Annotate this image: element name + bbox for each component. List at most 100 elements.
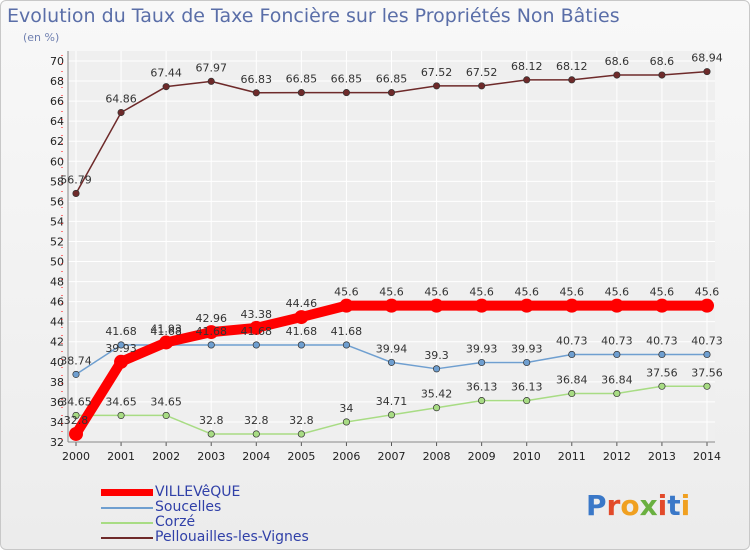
data-label-2: 32.8 — [244, 414, 269, 427]
data-label-1: 40.73 — [691, 334, 723, 347]
data-point-1 — [297, 341, 305, 349]
data-label-1: 40.73 — [556, 334, 588, 347]
x-tick-label: 2003 — [197, 450, 225, 463]
data-point-2 — [523, 397, 531, 405]
data-point-2 — [297, 430, 305, 438]
logo-letter: x — [639, 489, 658, 522]
y-tick-label: 52 — [50, 235, 64, 248]
y-tick-label: 32 — [50, 436, 64, 449]
legend-swatch-pellouailles — [101, 537, 153, 539]
y-tick-label: 36 — [50, 396, 64, 409]
data-label-1: 39.93 — [511, 342, 543, 355]
legend-swatch-corze — [101, 522, 153, 524]
data-point-0 — [114, 354, 129, 369]
data-label-2: 34.65 — [105, 395, 137, 408]
data-point-3 — [478, 82, 486, 90]
data-point-1 — [523, 358, 531, 367]
data-point-0 — [519, 298, 534, 313]
logo-letter: i — [657, 489, 668, 522]
data-label-1: 39.3 — [424, 349, 449, 362]
legend-swatch-villeveque — [101, 489, 153, 496]
x-tick-label: 2006 — [332, 450, 360, 463]
data-point-3 — [252, 89, 260, 97]
data-label-2: 34.71 — [376, 395, 408, 408]
data-label-2: 34.65 — [150, 395, 182, 408]
data-point-1 — [117, 341, 125, 349]
data-label-2: 36.84 — [556, 373, 588, 386]
data-label-2: 34.65 — [60, 395, 92, 408]
data-point-1 — [72, 370, 80, 378]
data-point-0 — [474, 298, 489, 313]
data-point-3 — [523, 76, 531, 84]
y-tick-label: 42 — [50, 336, 64, 349]
data-label-2: 36.84 — [601, 373, 633, 386]
data-point-2 — [613, 389, 621, 398]
proxiti-logo: Proxiti — [586, 489, 690, 522]
data-point-0 — [249, 320, 264, 335]
data-point-1 — [252, 341, 260, 349]
y-tick-label: 44 — [50, 316, 64, 329]
data-point-3 — [117, 108, 125, 117]
data-point-2 — [252, 430, 260, 438]
data-point-0 — [204, 325, 219, 340]
data-point-2 — [207, 430, 215, 438]
data-label-0: 45.6 — [560, 286, 585, 299]
data-label-3: 66.85 — [286, 73, 318, 86]
data-point-0 — [654, 298, 669, 313]
x-tick-label: 2009 — [468, 450, 496, 463]
data-point-2 — [433, 404, 441, 412]
data-point-0 — [384, 298, 399, 313]
data-point-1 — [478, 358, 486, 367]
data-point-0 — [159, 335, 174, 350]
data-point-1 — [658, 350, 666, 359]
x-tick-label: 2012 — [603, 450, 631, 463]
data-point-1 — [703, 350, 711, 359]
y-tick-label: 46 — [50, 296, 64, 309]
logo-letter: o — [620, 489, 640, 522]
data-label-3: 68.94 — [691, 52, 723, 65]
data-label-0: 45.6 — [334, 286, 359, 299]
data-point-3 — [613, 71, 621, 79]
data-point-0 — [429, 298, 444, 313]
data-label-3: 67.97 — [195, 61, 227, 74]
legend-label-villeveque: VILLEVêQUE — [155, 484, 241, 500]
data-point-2 — [387, 411, 396, 419]
data-label-0: 42.96 — [195, 312, 227, 325]
data-label-3: 67.52 — [421, 66, 453, 79]
data-label-1: 41.68 — [331, 325, 363, 338]
chart-title: Evolution du Taux de Taxe Foncière sur l… — [7, 5, 620, 27]
data-point-2 — [658, 382, 666, 390]
data-point-2 — [568, 389, 576, 398]
x-tick-label: 2008 — [423, 450, 451, 463]
data-point-0 — [700, 298, 714, 313]
legend-swatch-soucelles — [101, 507, 153, 509]
data-point-2 — [342, 418, 350, 426]
data-point-3 — [658, 71, 666, 79]
data-label-3: 67.52 — [466, 66, 498, 79]
x-tick-label: 2000 — [62, 450, 90, 463]
y-tick-label: 50 — [50, 256, 64, 269]
legend-label-soucelles: Soucelles — [155, 499, 222, 515]
data-label-3: 66.85 — [331, 73, 363, 86]
data-label-0: 41.93 — [150, 322, 182, 335]
data-point-3 — [387, 89, 396, 97]
data-label-3: 66.85 — [376, 73, 408, 86]
data-point-2 — [703, 382, 711, 390]
data-point-1 — [433, 365, 441, 373]
data-point-1 — [342, 341, 350, 349]
data-label-3: 56.79 — [60, 173, 92, 186]
data-label-3: 68.12 — [511, 60, 543, 73]
data-point-0 — [294, 310, 309, 325]
x-tick-label: 2001 — [107, 450, 135, 463]
data-point-2 — [117, 411, 125, 419]
y-tick-label: 66 — [50, 95, 64, 108]
x-tick-label: 2004 — [242, 450, 270, 463]
data-label-2: 34 — [339, 402, 353, 415]
y-tick-label: 64 — [50, 115, 64, 128]
x-tick-label: 2005 — [287, 450, 315, 463]
y-tick-label: 68 — [50, 75, 64, 88]
data-point-0 — [339, 298, 354, 313]
data-label-0: 45.6 — [424, 286, 449, 299]
data-point-0 — [609, 298, 624, 313]
